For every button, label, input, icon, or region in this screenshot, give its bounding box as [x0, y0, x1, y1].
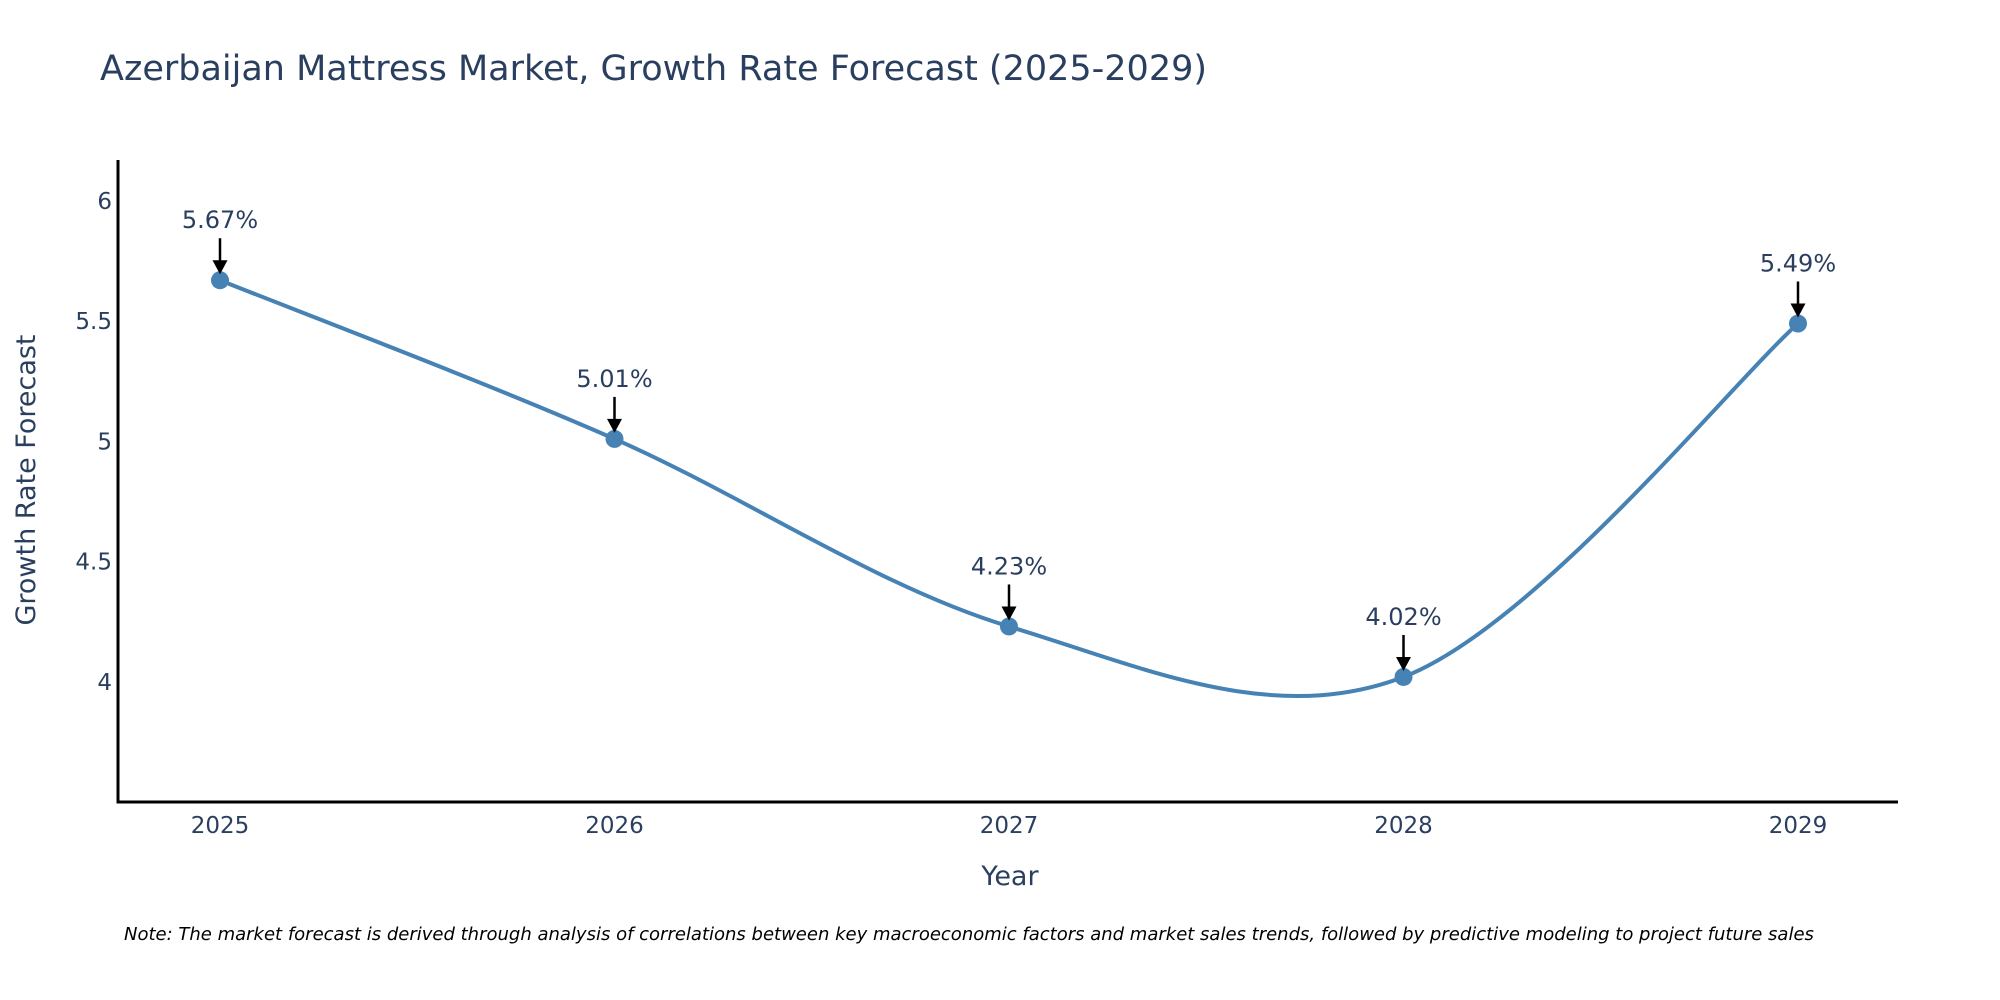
- data-markers: [211, 271, 1807, 686]
- footnote: Note: The market forecast is derived thr…: [124, 924, 1814, 945]
- y-tick-label: 4.5: [75, 550, 112, 576]
- y-tick-label: 6: [97, 189, 112, 215]
- data-label: 4.23%: [971, 552, 1047, 580]
- x-tick-label: 2029: [1769, 813, 1828, 839]
- data-label: 4.02%: [1365, 603, 1441, 631]
- x-tick-label: 2028: [1374, 813, 1433, 839]
- x-tick-label: 2026: [585, 813, 644, 839]
- annotation-arrowhead: [1001, 606, 1017, 621]
- data-point-marker: [1394, 667, 1413, 686]
- annotation-arrowhead: [607, 418, 622, 433]
- y-tick-label: 5: [97, 429, 112, 455]
- annotation-arrowhead: [212, 260, 228, 275]
- series-line: [219, 278, 1800, 698]
- data-label: 5.49%: [1760, 250, 1836, 278]
- annotation-arrowhead: [1790, 303, 1806, 318]
- x-tick-label: 2027: [980, 813, 1039, 839]
- y-axis-ticks: 4 4.5 5 5.5 6: [75, 189, 112, 696]
- x-tick-label: 2025: [191, 813, 250, 839]
- data-annotations: 5.67% 5.01% 4.23% 4.02% 5.49%: [182, 206, 1836, 671]
- data-label: 5.01%: [576, 365, 652, 393]
- data-point-marker: [211, 271, 229, 290]
- data-point-marker: [1789, 314, 1807, 333]
- data-label: 5.67%: [182, 206, 258, 234]
- chart-title: Azerbaijan Mattress Market, Growth Rate …: [100, 49, 1207, 89]
- y-tick-label: 5.5: [75, 309, 112, 335]
- data-point-marker: [1000, 617, 1018, 636]
- x-axis-title: Year: [980, 861, 1039, 892]
- y-tick-label: 4: [97, 670, 112, 696]
- x-axis-ticks: 2025 2026 2027 2028 2029: [191, 813, 1828, 839]
- annotation-arrowhead: [1396, 656, 1411, 671]
- data-point-marker: [605, 429, 624, 448]
- y-axis-title: Growth Rate Forecast: [11, 334, 42, 625]
